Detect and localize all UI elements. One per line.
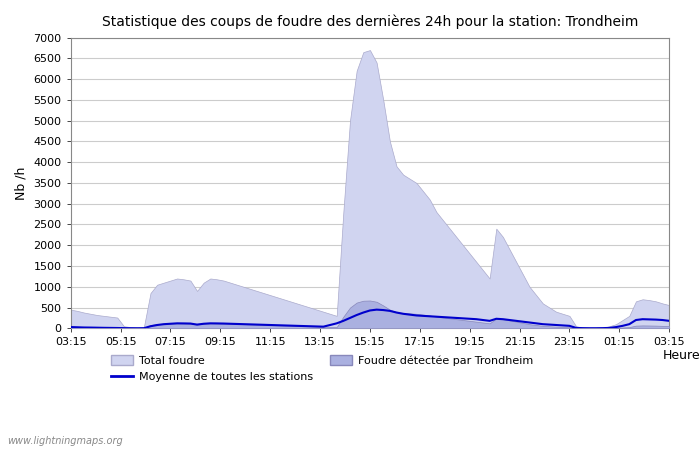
Title: Statistique des coups de foudre des dernières 24h pour la station: Trondheim: Statistique des coups de foudre des dern… [102, 15, 638, 30]
X-axis label: Heure: Heure [662, 349, 700, 362]
Text: www.lightningmaps.org: www.lightningmaps.org [7, 436, 122, 446]
Y-axis label: Nb /h: Nb /h [15, 166, 28, 200]
Legend: Total foudre, Moyenne de toutes les stations, Foudre détectée par Trondheim: Total foudre, Moyenne de toutes les stat… [107, 351, 538, 387]
